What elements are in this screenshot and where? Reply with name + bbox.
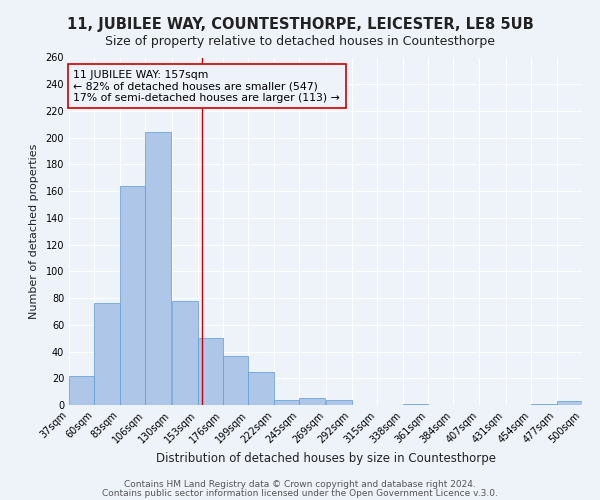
Text: Contains public sector information licensed under the Open Government Licence v.: Contains public sector information licen… [102, 488, 498, 498]
Bar [403, 404, 428, 405]
Text: Contains HM Land Registry data © Crown copyright and database right 2024.: Contains HM Land Registry data © Crown c… [124, 480, 476, 489]
Bar [94, 304, 120, 405]
Text: 11 JUBILEE WAY: 157sqm
← 82% of detached houses are smaller (547)
17% of semi-de: 11 JUBILEE WAY: 157sqm ← 82% of detached… [73, 70, 340, 102]
Bar [120, 186, 145, 405]
Bar [582, 400, 600, 405]
Bar [197, 338, 223, 405]
Text: 11, JUBILEE WAY, COUNTESTHORPE, LEICESTER, LE8 5UB: 11, JUBILEE WAY, COUNTESTHORPE, LEICESTE… [67, 18, 533, 32]
Bar [299, 398, 325, 405]
Bar [145, 132, 171, 405]
Bar [274, 400, 299, 405]
Bar [557, 401, 582, 405]
Text: Size of property relative to detached houses in Countesthorpe: Size of property relative to detached ho… [105, 35, 495, 48]
Bar [326, 400, 352, 405]
Bar [69, 376, 94, 405]
Bar [223, 356, 248, 405]
Bar [531, 404, 557, 405]
Bar [248, 372, 274, 405]
X-axis label: Distribution of detached houses by size in Countesthorpe: Distribution of detached houses by size … [155, 452, 496, 465]
Bar [172, 300, 197, 405]
Y-axis label: Number of detached properties: Number of detached properties [29, 144, 38, 319]
